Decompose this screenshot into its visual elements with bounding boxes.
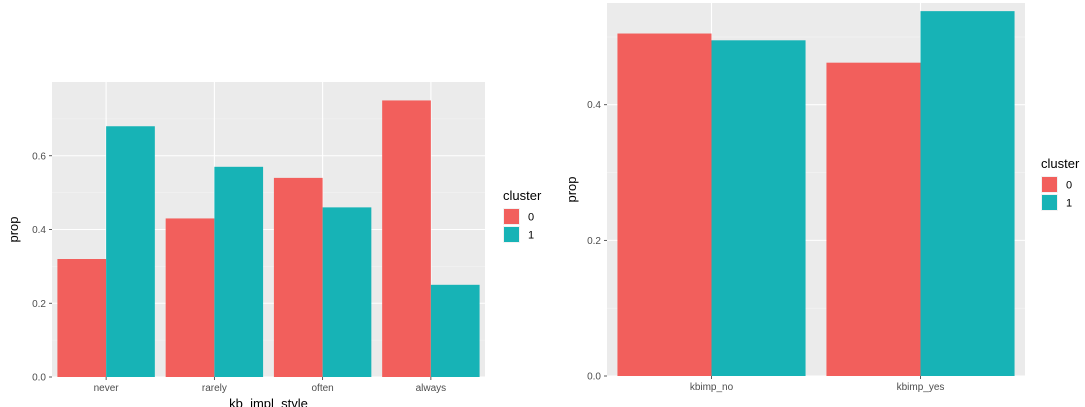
legend: cluster 0 1 <box>503 188 542 243</box>
bar-rarely-cluster-1 <box>214 166 264 377</box>
bar-always-cluster-0 <box>382 100 431 377</box>
bar-always-cluster-1 <box>430 284 480 377</box>
x-tick-label: often <box>312 383 334 394</box>
y-tick-label: 0.0 <box>32 373 46 384</box>
x-tick-label: kbimp_yes <box>897 382 945 393</box>
legend-swatch-0 <box>504 209 519 224</box>
legend-swatch-1 <box>1042 195 1057 210</box>
bar-kbimp_yes-cluster-0 <box>826 62 921 377</box>
right-chart: 0.0 0.2 0.4 kbimp_no kbimp_yes prop cluster 0 1 <box>564 3 1080 393</box>
bar-kbimp_no-cluster-1 <box>711 40 806 377</box>
x-tick-label: rarely <box>202 383 227 394</box>
y-tick-label: 0.2 <box>32 299 46 310</box>
bar-rarely-cluster-0 <box>165 218 215 377</box>
legend-swatch-1 <box>504 227 519 242</box>
bar-often-cluster-1 <box>322 207 372 377</box>
bar-kbimp_yes-cluster-1 <box>920 11 1015 376</box>
y-axis-title: prop <box>564 176 579 202</box>
x-tick-label: never <box>94 383 120 394</box>
left-chart: 0.0 0.2 0.4 0.6 never rarely often always prop kb… <box>6 82 542 407</box>
y-tick-label: 0.0 <box>587 372 601 383</box>
legend: cluster 0 1 <box>1041 156 1080 211</box>
bar-never-cluster-1 <box>106 126 155 377</box>
legend-swatch-0 <box>1042 177 1057 192</box>
y-axis-title: prop <box>6 216 21 242</box>
x-tick-label: kbimp_no <box>690 382 734 393</box>
bar-often-cluster-0 <box>273 177 323 377</box>
bar-kbimp_no-cluster-0 <box>617 33 712 376</box>
y-tick-label: 0.4 <box>32 225 46 236</box>
legend-title: cluster <box>503 188 542 203</box>
legend-label-0: 0 <box>1066 180 1072 192</box>
legend-label-0: 0 <box>528 212 534 224</box>
x-tick-label: always <box>416 383 447 394</box>
y-tick-label: 0.6 <box>32 151 46 162</box>
legend-label-1: 1 <box>1066 198 1072 210</box>
legend-title: cluster <box>1041 156 1080 171</box>
x-axis-title: kb_impl_style <box>229 396 308 407</box>
legend-label-1: 1 <box>528 230 534 242</box>
y-tick-label: 0.2 <box>587 236 601 247</box>
y-tick-label: 0.4 <box>587 100 601 111</box>
bar-never-cluster-0 <box>57 259 107 377</box>
